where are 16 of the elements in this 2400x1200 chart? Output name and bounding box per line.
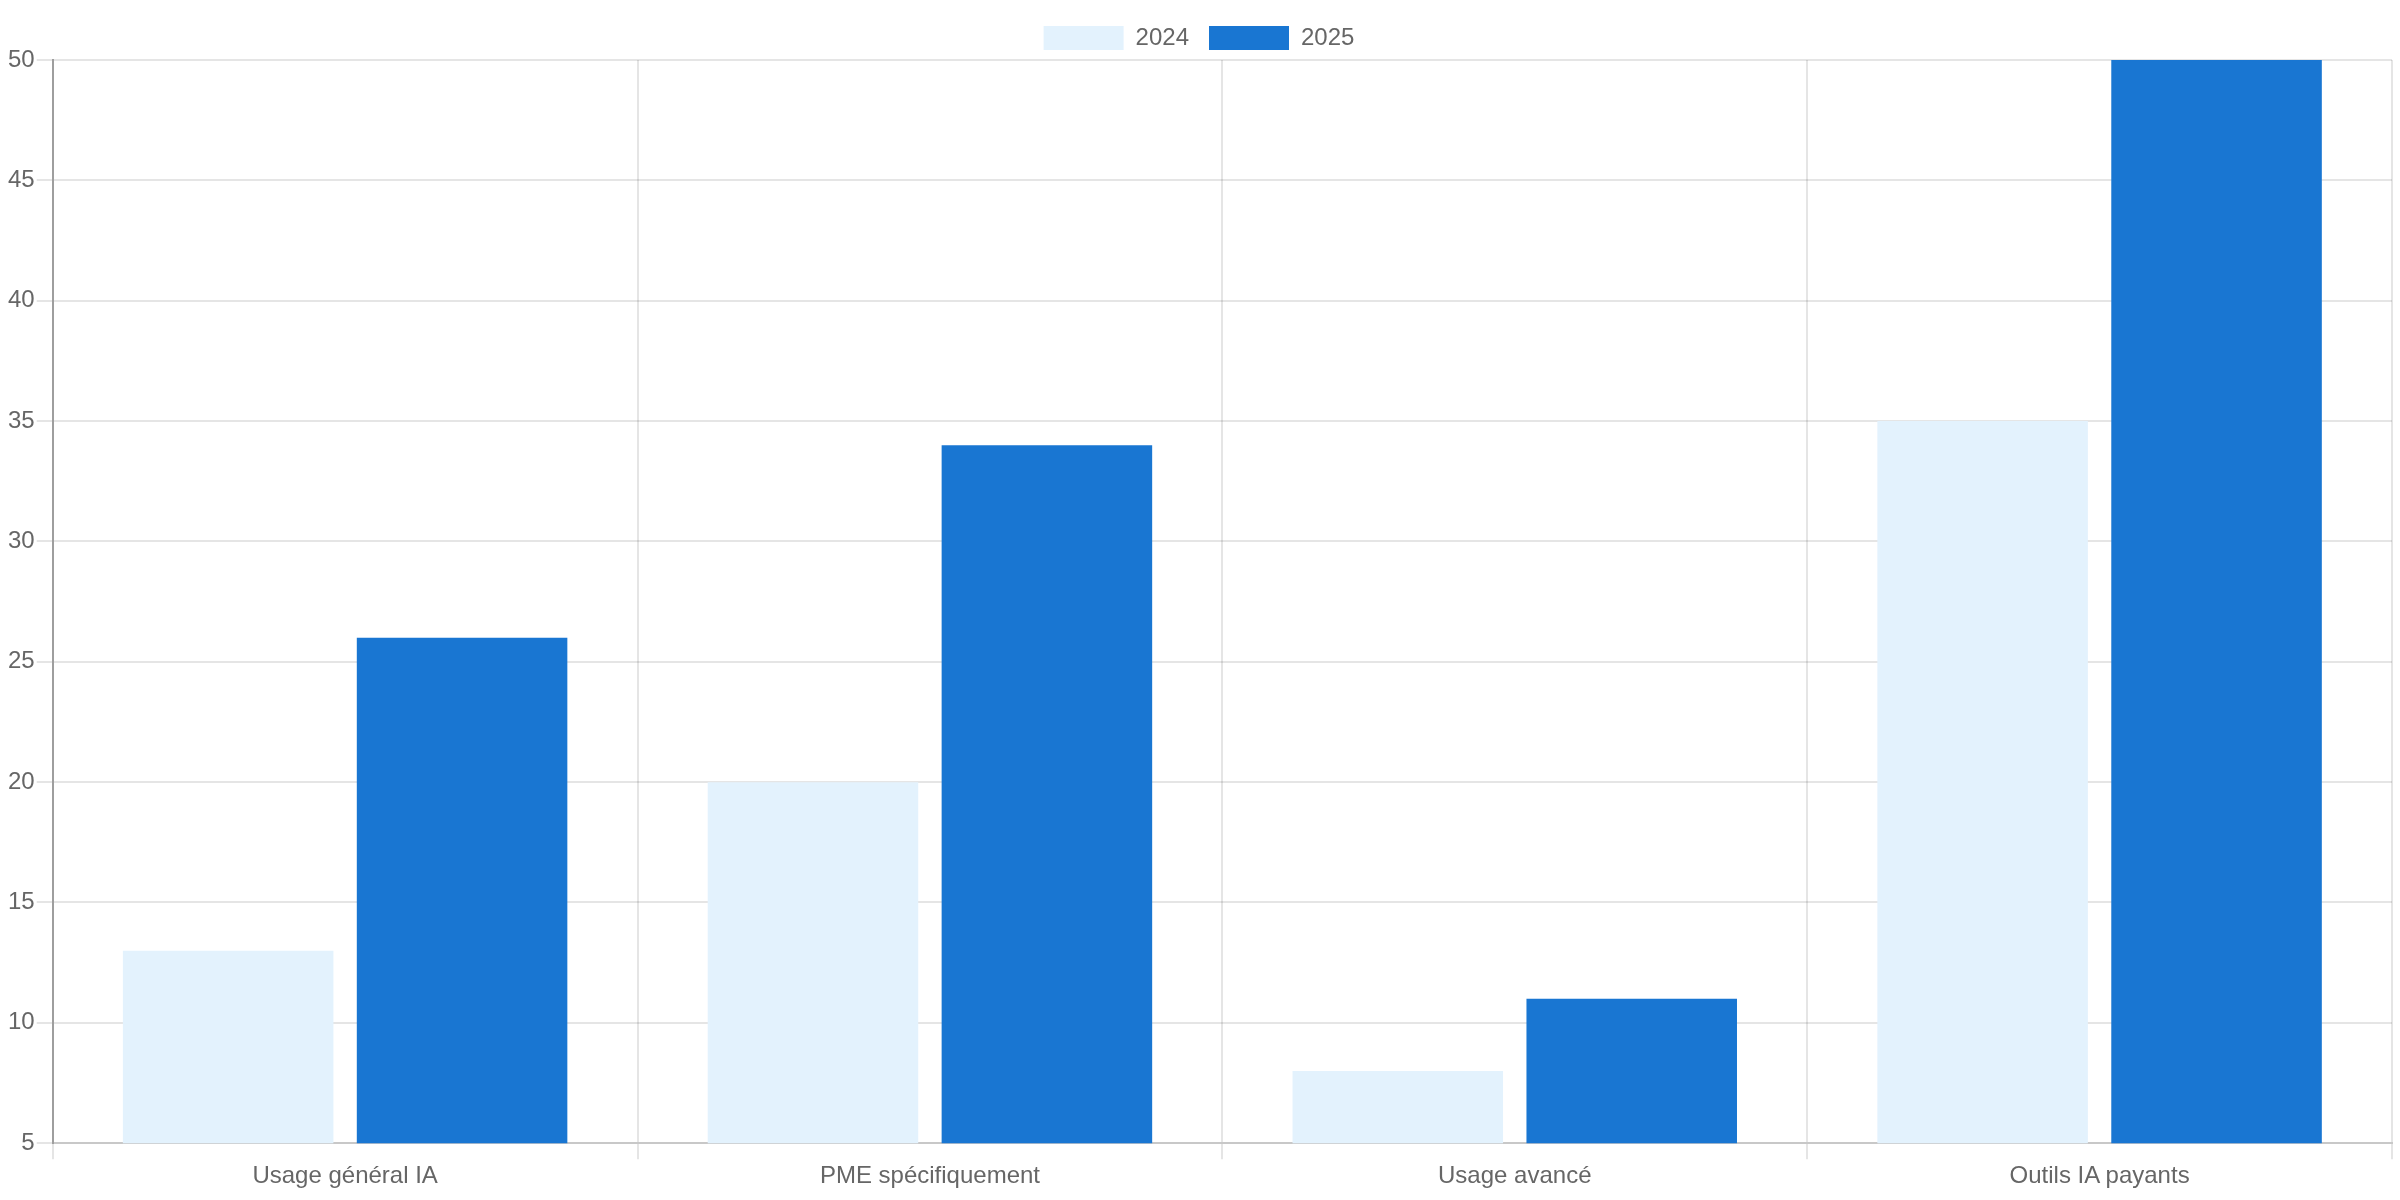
y-tick-label: 15 [7,887,35,915]
y-tick-label: 20 [7,766,35,794]
x-tick-label: PME spécifiquement [819,1161,1041,1189]
legend-label: 2024 [1135,22,1189,50]
y-tick-label: 10 [7,1007,35,1035]
x-tick-label: Usage général IA [252,1161,438,1189]
y-tick-label: 35 [7,405,35,433]
y-tick-label: 25 [7,646,35,674]
y-tick-label: 50 [7,44,35,72]
y-tick-label: 45 [7,164,35,192]
y-tick-label: 30 [7,526,35,554]
y-tick-label: 40 [7,285,35,313]
x-tick-label: Outils IA payants [2009,1161,2190,1189]
y-tick-label: 5 [21,1127,35,1155]
x-tick-label: Usage avancé [1438,1161,1592,1189]
legend-label: 2025 [1301,22,1355,50]
